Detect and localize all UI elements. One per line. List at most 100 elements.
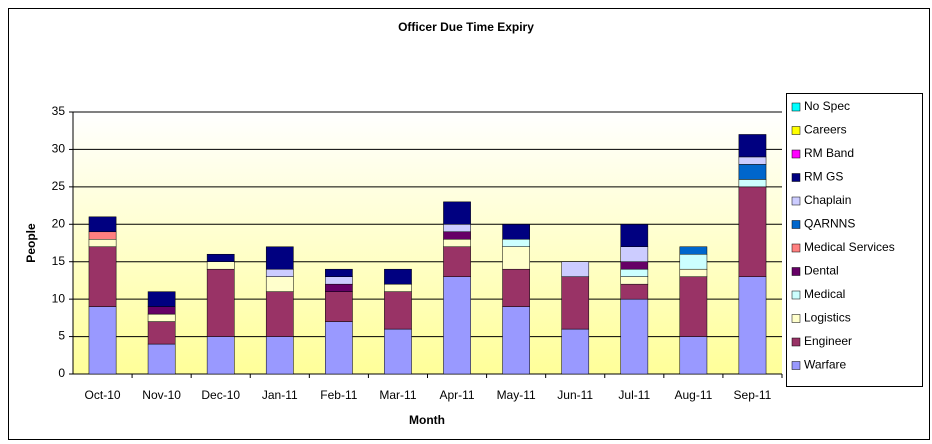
- x-tick-label: Mar-11: [379, 388, 416, 402]
- legend-label: Engineer: [804, 334, 852, 348]
- bar-segment: [502, 239, 530, 247]
- bar-segment: [147, 321, 176, 345]
- legend-label: RM GS: [804, 170, 843, 184]
- bar-segment: [443, 231, 471, 240]
- legend-swatch: [791, 361, 801, 370]
- y-tick-label: 35: [52, 104, 66, 118]
- legend-label: Chaplain: [804, 193, 851, 207]
- x-tick-label: Jun-11: [557, 388, 593, 402]
- bar-segment: [325, 321, 353, 375]
- bar-segment: [561, 261, 590, 277]
- legend-swatch: [791, 267, 801, 276]
- y-axis-label: People: [24, 223, 38, 263]
- bar-segment: [679, 253, 708, 270]
- x-tick-label: Oct-10: [85, 388, 121, 402]
- bar-segment: [384, 283, 412, 292]
- bar-segment: [620, 224, 649, 247]
- x-tick-label: Sep-11: [734, 388, 772, 402]
- legend-swatch: [791, 196, 801, 206]
- bar-segment: [502, 224, 530, 240]
- bar-segment: [620, 276, 649, 285]
- bar-segment: [325, 291, 353, 322]
- bar-segment: [265, 268, 294, 277]
- bar-segment: [679, 246, 708, 255]
- bar-segment: [265, 246, 294, 270]
- legend-label: QARNNS: [804, 217, 855, 231]
- legend-swatch: [791, 243, 801, 253]
- legend-label: Medical Services: [804, 240, 895, 254]
- x-tick-label: Apr-11: [439, 388, 474, 402]
- bar-segment: [620, 268, 649, 277]
- bar-segment: [384, 291, 412, 330]
- bar-segment: [738, 156, 767, 165]
- bar-segment: [147, 343, 176, 375]
- bar-segment: [88, 246, 117, 307]
- x-tick-label: Dec-10: [201, 388, 240, 402]
- y-tick-label: 20: [52, 216, 66, 230]
- bar-segment: [620, 298, 649, 375]
- bar-segment: [325, 276, 353, 285]
- bar-segment: [265, 291, 294, 337]
- legend-swatch: [791, 126, 801, 135]
- bar-segment: [265, 336, 294, 375]
- bar-segment: [147, 291, 176, 307]
- legend-label: Medical: [804, 287, 845, 301]
- bar-segment: [443, 201, 471, 225]
- legend-swatch: [791, 314, 801, 323]
- bar-segment: [384, 268, 412, 285]
- bar-segment: [620, 283, 649, 300]
- bar-segment: [325, 283, 353, 292]
- bar-segment: [738, 186, 767, 277]
- bar-segment: [265, 276, 294, 292]
- bar-segment: [502, 306, 530, 375]
- legend-swatch: [791, 102, 801, 112]
- bar-segment: [620, 261, 649, 270]
- x-tick-label: Jan-11: [262, 388, 298, 402]
- bar-segment: [679, 276, 708, 337]
- bar-segment: [620, 246, 649, 262]
- bar-segment: [88, 239, 117, 247]
- legend-label: No Spec: [804, 99, 850, 113]
- bar-segment: [384, 328, 412, 375]
- legend-swatch: [791, 173, 801, 182]
- x-tick-label: May-11: [497, 388, 536, 402]
- x-tick-label: Feb-11: [320, 388, 357, 402]
- y-tick-label: 5: [58, 329, 65, 343]
- bar-segment: [561, 328, 590, 375]
- bar-segment: [443, 276, 471, 375]
- bar-segment: [679, 336, 708, 375]
- x-tick-label: Jul-11: [618, 388, 650, 402]
- legend-swatch: [791, 149, 801, 159]
- bar-segment: [679, 268, 708, 277]
- bar-segment: [443, 224, 471, 233]
- bar-segment: [206, 261, 235, 270]
- y-tick-label: 10: [52, 291, 66, 305]
- bar-segment: [147, 306, 176, 315]
- legend-swatch: [791, 337, 801, 347]
- bar-segment: [88, 216, 117, 233]
- bar-segment: [738, 276, 767, 375]
- chart-title: Officer Due Time Expiry: [398, 20, 534, 34]
- bar-segment: [88, 306, 117, 375]
- x-tick-label: Nov-10: [142, 388, 181, 402]
- bar-segment: [206, 336, 235, 375]
- x-axis-label: Month: [409, 413, 445, 427]
- x-tick-label: Aug-11: [674, 388, 712, 402]
- legend-label: Careers: [804, 123, 847, 137]
- legend-label: Logistics: [804, 311, 851, 325]
- legend-label: RM Band: [804, 146, 854, 160]
- bar-segment: [206, 253, 235, 262]
- legend: [786, 93, 923, 387]
- legend-label: Warfare: [804, 358, 847, 372]
- bar-segment: [738, 134, 767, 158]
- y-tick-label: 30: [52, 142, 66, 156]
- legend-swatch: [791, 290, 801, 300]
- legend-label: Dental: [804, 264, 839, 278]
- y-tick-label: 0: [58, 366, 65, 380]
- bar-segment: [147, 313, 176, 322]
- bar-segment: [88, 231, 117, 240]
- bar-segment: [443, 246, 471, 277]
- y-tick-label: 15: [52, 254, 66, 268]
- bar-segment: [738, 179, 767, 188]
